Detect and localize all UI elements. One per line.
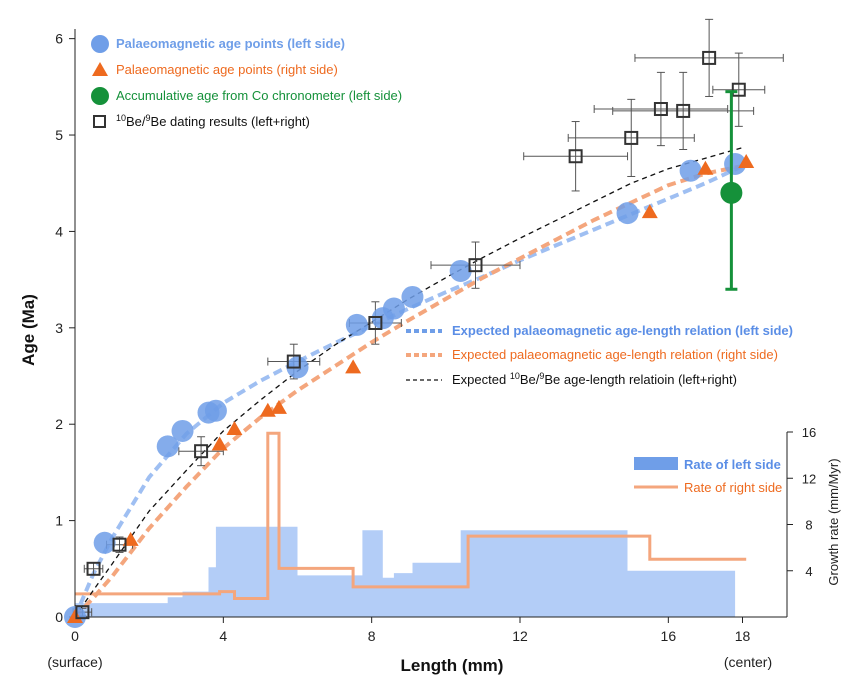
be-dating-point (702, 50, 717, 65)
x-tick-label: 16 (661, 628, 677, 644)
legend-marker-triangle (92, 62, 108, 76)
y2-tick-label: 16 (802, 425, 816, 440)
y-tick-label: 5 (55, 127, 63, 143)
right-age-point (226, 421, 243, 436)
left-age-point (171, 419, 194, 442)
left-age-point (679, 159, 702, 182)
be-dating-point (75, 605, 90, 620)
be-dating-point (86, 561, 101, 576)
left-age-point (382, 297, 405, 320)
right-age-point (67, 609, 83, 623)
right-age-point (270, 399, 287, 414)
legend-marker-circle (91, 87, 109, 105)
y-tick-label: 3 (55, 320, 63, 336)
x-tick-label: 18 (735, 628, 751, 644)
be-dating-point (368, 316, 383, 330)
x-tick-label: 12 (512, 628, 528, 644)
legend-rate-label: Rate of right side (684, 480, 782, 495)
left-age-point (345, 313, 368, 336)
y2-tick-label: 12 (802, 471, 816, 486)
expected-curve-1 (73, 164, 744, 618)
be-dating-point (653, 102, 668, 117)
point-layer (64, 18, 784, 628)
legend-label: 10Be/9Be dating results (left+right) (116, 113, 310, 129)
x-axis-title: Length (mm) (401, 656, 504, 675)
y2-axis-title: Growth rate (mm/Myr) (826, 458, 841, 585)
left-age-point (616, 202, 639, 225)
rate-line-right (75, 431, 747, 600)
be-dating-point (468, 258, 483, 273)
y-tick-label: 1 (55, 513, 63, 529)
be-dating-point (112, 537, 127, 552)
y2-tick-label: 4 (805, 564, 812, 579)
y2-tick-label: 8 (805, 518, 812, 533)
right-age-point (697, 160, 714, 175)
legend-curve-label: Expected palaeomagnetic age-length relat… (452, 347, 778, 362)
be-dating-point (568, 149, 583, 164)
be-dating-point (676, 103, 691, 118)
legend-rate-label: Rate of left side (684, 457, 781, 472)
x-tick-label: 8 (368, 628, 376, 644)
left-age-point (724, 152, 747, 175)
be-dating-point (624, 130, 639, 145)
x-sub-label-right: (center) (724, 654, 772, 670)
left-age-point (401, 285, 424, 308)
left-age-point (449, 259, 472, 282)
y-axis-title: Age (Ma) (19, 294, 38, 366)
right-age-point (641, 204, 658, 219)
rate-area-left (75, 526, 736, 617)
x-tick-label: 4 (219, 628, 227, 644)
be-dating-point (194, 444, 209, 459)
right-age-point (738, 154, 755, 169)
legend-curve-label: Expected palaeomagnetic age-length relat… (452, 323, 793, 338)
y-tick-label: 0 (55, 609, 63, 625)
right-age-point (211, 436, 228, 451)
be-dating-point (286, 354, 301, 369)
legend-label: Palaeomagnetic age points (left side) (116, 36, 345, 51)
expected-curve-2 (73, 163, 743, 619)
x-tick-label: 0 (71, 628, 79, 644)
co-age-point (720, 181, 743, 204)
left-age-point (204, 399, 227, 422)
rate-layer (75, 431, 747, 617)
legend-rate-swatch-left (634, 457, 678, 470)
legend-curve-label: Expected 10Be/9Be age-length relatioin (… (452, 371, 737, 387)
legend-label: Accumulative age from Co chronometer (le… (116, 88, 402, 103)
legend-layer: Palaeomagnetic age points (left side) Pal… (91, 35, 793, 495)
y-tick-label: 6 (55, 31, 63, 47)
x-sub-label-left: (surface) (47, 654, 102, 670)
left-age-point (156, 435, 179, 458)
legend-marker-circle (91, 35, 109, 53)
y-tick-label: 4 (55, 223, 63, 239)
left-age-point (93, 531, 116, 554)
right-age-point (345, 359, 362, 374)
right-age-point (122, 531, 139, 546)
legend-marker-square (93, 115, 106, 128)
y-tick-label: 2 (55, 416, 63, 432)
legend-label: Palaeomagnetic age points (right side) (116, 62, 338, 77)
be-dating-point (731, 82, 746, 97)
